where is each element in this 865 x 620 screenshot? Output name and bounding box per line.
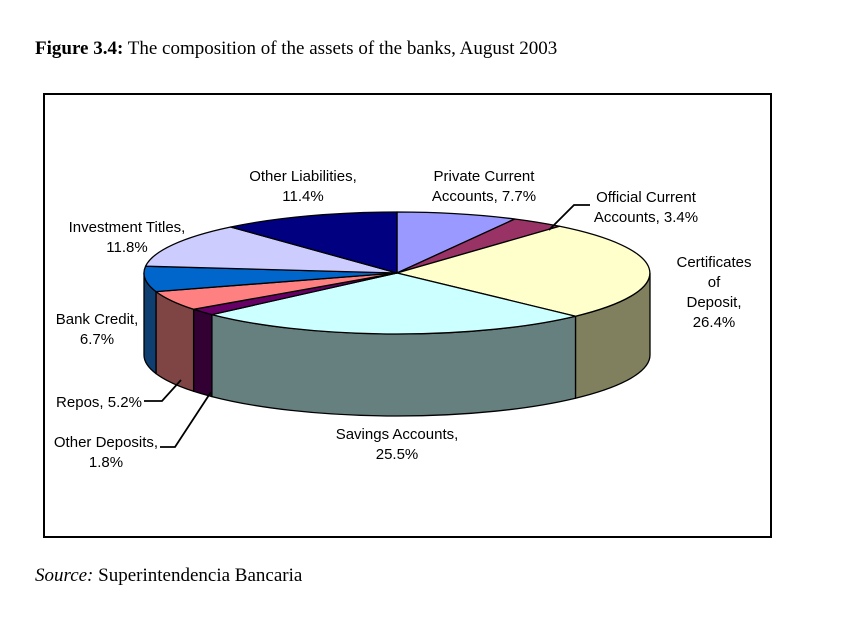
figure-caption: The composition of the assets of the ban… (123, 38, 558, 59)
leader-line-0 (548, 204, 590, 231)
chart-frame: Private Current Accounts, 7.7% Official … (43, 93, 772, 538)
figure-title: Figure 3.4: The composition of the asset… (35, 38, 557, 60)
slice-label-official-current-accounts: Official Current Accounts, 3.4% (593, 189, 699, 226)
certificates-of-deposit-slice (396, 225, 651, 317)
slice-label-certificates-of-deposit: Certificates of Deposit, 26.4% (676, 254, 752, 331)
private-current-accounts-slice (396, 211, 516, 274)
leader-line-1 (144, 379, 182, 402)
slice-label-repos: Repos, 5.2% (56, 394, 142, 411)
slice-label-investment-titles: Investment Titles, 11.8% (68, 219, 186, 256)
pie-chart-3d (143, 204, 651, 448)
other-liabilities-slice (230, 211, 398, 274)
slice-label-savings-accounts: Savings Accounts, 25.5% (335, 426, 459, 463)
savings-accounts-slice (211, 272, 577, 335)
source-prefix: Source: (35, 565, 94, 586)
slice-label-other-deposits: Other Deposits, 1.8% (53, 434, 159, 471)
slice-label-private-current-accounts: Private Current Accounts, 7.7% (431, 168, 537, 205)
leader-line-2 (160, 391, 212, 448)
slice-label-bank-credit: Bank Credit, 6.7% (55, 311, 139, 348)
slice-label-other-liabilities: Other Liabilities, 11.4% (249, 168, 357, 205)
source-text: Superintendencia Bancaria (93, 565, 303, 586)
figure-number: Figure 3.4: (35, 38, 124, 59)
investment-titles-slice (144, 226, 398, 274)
other-deposits-slice-side (192, 308, 213, 398)
source-line: Source: Superintendencia Bancaria (35, 565, 302, 587)
